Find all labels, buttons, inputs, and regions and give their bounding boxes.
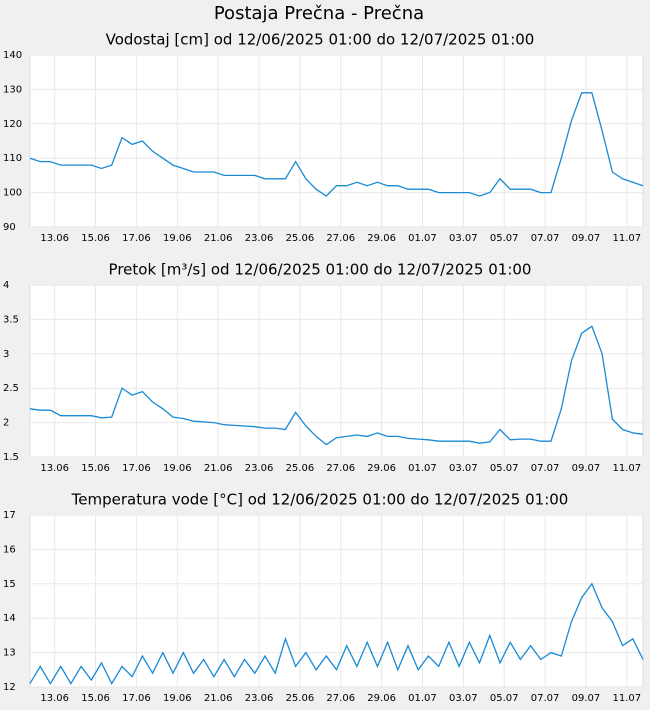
y-tick-label: 1.5 — [3, 452, 19, 463]
x-tick-label: 05.07 — [490, 233, 519, 244]
data-line — [29, 325, 644, 446]
x-tick-label: 27.06 — [326, 233, 355, 244]
x-tick-label: 07.07 — [531, 463, 560, 474]
page-title: Postaja Prečna - Prečna — [214, 3, 424, 24]
plot-area — [29, 54, 644, 228]
y-tick-label: 4 — [3, 280, 9, 291]
x-tick-label: 29.06 — [367, 693, 396, 704]
x-tick-label: 19.06 — [163, 463, 192, 474]
chart-subtitle: Temperatura vode [°C] od 12/06/2025 01:0… — [71, 491, 569, 509]
x-tick-label: 25.06 — [286, 233, 315, 244]
x-tick-label: 11.07 — [613, 233, 642, 244]
y-tick-label: 12 — [3, 682, 16, 693]
x-tick-label: 07.07 — [531, 693, 560, 704]
y-tick-label: 120 — [3, 119, 22, 130]
x-tick-label: 17.06 — [122, 693, 151, 704]
x-tick-label: 13.06 — [40, 463, 69, 474]
y-tick-label: 3 — [3, 349, 9, 360]
chart-subtitle: Vodostaj [cm] od 12/06/2025 01:00 do 12/… — [106, 31, 535, 49]
y-tick-label: 2.5 — [3, 383, 19, 394]
x-tick-label: 07.07 — [531, 233, 560, 244]
x-tick-label: 13.06 — [40, 233, 69, 244]
y-tick-label: 130 — [3, 84, 22, 95]
chart-subtitle: Pretok [m³/s] od 12/06/2025 01:00 do 12/… — [109, 261, 532, 279]
x-tick-label: 27.06 — [326, 693, 355, 704]
data-line — [29, 582, 644, 685]
x-tick-label: 09.07 — [572, 463, 601, 474]
x-tick-label: 01.07 — [408, 233, 437, 244]
x-tick-label: 17.06 — [122, 463, 151, 474]
x-tick-label: 29.06 — [367, 233, 396, 244]
x-tick-label: 27.06 — [326, 463, 355, 474]
x-tick-label: 03.07 — [449, 693, 478, 704]
x-tick-label: 11.07 — [613, 463, 642, 474]
y-tick-label: 2 — [3, 418, 9, 429]
y-tick-label: 90 — [3, 222, 16, 233]
y-tick-label: 110 — [3, 153, 22, 164]
x-tick-label: 25.06 — [286, 463, 315, 474]
x-tick-label: 21.06 — [204, 693, 233, 704]
x-tick-label: 13.06 — [40, 693, 69, 704]
y-tick-label: 13 — [3, 648, 16, 659]
x-tick-label: 23.06 — [245, 463, 274, 474]
y-tick-label: 15 — [3, 579, 16, 590]
x-tick-label: 09.07 — [572, 693, 601, 704]
y-tick-label: 14 — [3, 613, 16, 624]
plot-area — [29, 514, 644, 688]
y-tick-label: 16 — [3, 544, 16, 555]
x-tick-label: 19.06 — [163, 233, 192, 244]
x-tick-label: 09.07 — [572, 233, 601, 244]
x-tick-label: 25.06 — [286, 693, 315, 704]
x-tick-label: 21.06 — [204, 233, 233, 244]
plot-area — [29, 284, 644, 458]
y-tick-label: 3.5 — [3, 314, 19, 325]
x-tick-label: 03.07 — [449, 233, 478, 244]
x-tick-label: 17.06 — [122, 233, 151, 244]
x-tick-label: 05.07 — [490, 693, 519, 704]
y-tick-label: 17 — [3, 510, 16, 521]
x-tick-label: 15.06 — [81, 463, 110, 474]
x-tick-label: 01.07 — [408, 693, 437, 704]
y-tick-label: 140 — [3, 50, 22, 61]
x-tick-label: 01.07 — [408, 463, 437, 474]
x-tick-label: 19.06 — [163, 693, 192, 704]
x-tick-label: 11.07 — [613, 693, 642, 704]
x-tick-label: 15.06 — [81, 233, 110, 244]
x-tick-label: 23.06 — [245, 233, 274, 244]
x-tick-label: 15.06 — [81, 693, 110, 704]
x-tick-label: 21.06 — [204, 463, 233, 474]
y-tick-label: 100 — [3, 188, 22, 199]
x-tick-label: 23.06 — [245, 693, 274, 704]
x-tick-label: 03.07 — [449, 463, 478, 474]
x-tick-label: 29.06 — [367, 463, 396, 474]
data-line — [29, 92, 644, 197]
x-tick-label: 05.07 — [490, 463, 519, 474]
